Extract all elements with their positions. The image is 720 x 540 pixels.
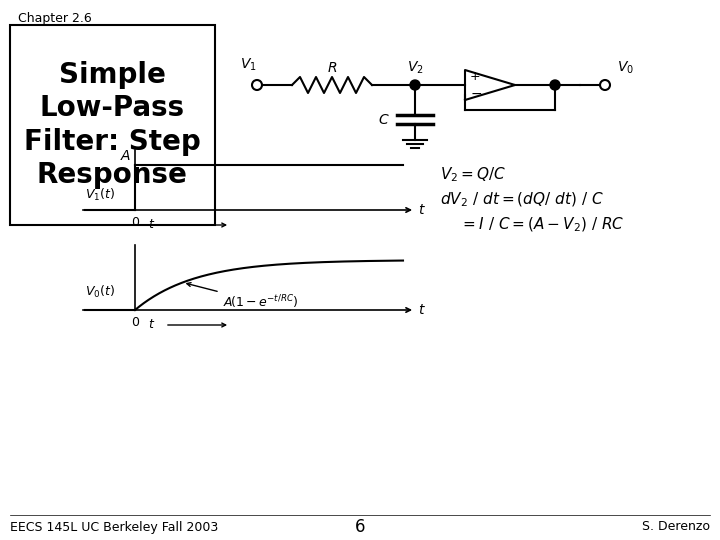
Text: S. Derenzo: S. Derenzo [642,521,710,534]
Text: $V_1(t)$: $V_1(t)$ [85,187,115,203]
Text: Simple
Low-Pass
Filter: Step
Response: Simple Low-Pass Filter: Step Response [24,60,200,189]
Bar [10,25,215,225]
Text: $V_0(t)$: $V_0(t)$ [85,284,115,300]
Text: $V_2$: $V_2$ [407,60,423,76]
Text: 6: 6 [355,518,365,536]
Text: 0: 0 [131,216,139,229]
Text: $V_0$: $V_0$ [616,60,634,76]
Text: $t$: $t$ [148,219,155,232]
Text: $-$: $-$ [470,86,482,100]
Text: $t$: $t$ [418,303,426,317]
Text: $= I\ /\ C = (A - V_2)\ /\ RC$: $= I\ /\ C = (A - V_2)\ /\ RC$ [460,216,624,234]
Text: EECS 145L UC Berkeley Fall 2003: EECS 145L UC Berkeley Fall 2003 [10,521,218,534]
Text: $V_2 = Q/ C$: $V_2 = Q/ C$ [440,166,506,184]
Text: 0: 0 [131,316,139,329]
Text: A: A [120,149,130,163]
Text: $V_1$: $V_1$ [240,57,256,73]
Text: $A\!\left(1 - e^{-t/RC}\right)$: $A\!\left(1 - e^{-t/RC}\right)$ [187,282,298,311]
Circle shape [410,80,420,90]
Text: $C$: $C$ [378,113,390,127]
Text: $t$: $t$ [148,319,155,332]
Circle shape [550,80,560,90]
Text: Chapter 2.6: Chapter 2.6 [18,12,91,25]
Text: $R$: $R$ [327,61,337,75]
Text: +: + [470,71,481,84]
Text: $t$: $t$ [418,203,426,217]
Text: $dV_2\ /\ dt = (dQ/\ dt)\ /\ C$: $dV_2\ /\ dt = (dQ/\ dt)\ /\ C$ [440,191,604,209]
